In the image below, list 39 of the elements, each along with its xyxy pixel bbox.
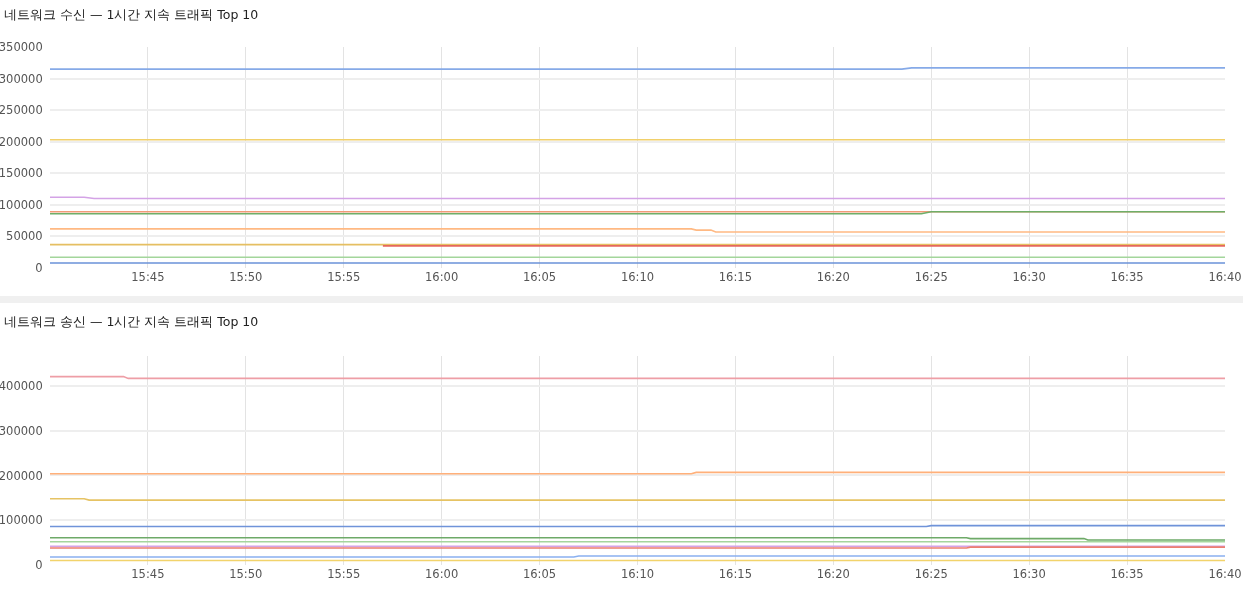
y-tick-label: 400000: [0, 379, 43, 394]
x-tick-label: 16:30: [1012, 269, 1046, 284]
y-tick-label: 200000: [0, 134, 43, 149]
y-tick-label: 200000: [0, 468, 43, 483]
x-tick-label: 15:55: [327, 566, 361, 581]
x-tick-label: 16:25: [914, 566, 948, 581]
y-tick-label: 300000: [0, 71, 43, 86]
x-tick-label: 16:15: [718, 566, 752, 581]
x-tick-label: 16:05: [522, 566, 557, 581]
x-tick-label: 16:15: [718, 269, 752, 284]
x-tick-label: 16:00: [425, 269, 459, 284]
x-tick-label: 16:05: [522, 269, 557, 284]
y-tick-label: 100000: [0, 513, 43, 528]
x-tick-label: 16:40: [1208, 269, 1242, 284]
x-tick-label: 16:00: [425, 566, 459, 581]
y-tick-label: 0: [35, 261, 43, 276]
x-tick-label: 16:10: [620, 566, 655, 581]
x-tick-label: 15:55: [327, 269, 361, 284]
x-tick-label: 16:40: [1208, 566, 1242, 581]
x-tick-label: 16:10: [620, 269, 655, 284]
y-tick-label: 150000: [0, 166, 43, 181]
x-tick-label: 15:50: [229, 566, 263, 581]
x-tick-label: 15:50: [229, 269, 263, 284]
chart-title: 네트워크 수신 — 1시간 지속 트래픽 Top 10: [4, 7, 259, 23]
y-tick-label: 0: [35, 558, 43, 573]
y-tick-label: 250000: [0, 103, 43, 118]
x-tick-label: 15:45: [131, 566, 165, 581]
y-tick-label: 300000: [0, 423, 43, 438]
y-tick-label: 50000: [6, 229, 43, 244]
x-tick-label: 16:35: [1110, 566, 1144, 581]
x-tick-label: 15:45: [131, 269, 165, 284]
x-tick-label: 16:20: [816, 269, 850, 284]
x-tick-label: 16:20: [816, 566, 850, 581]
y-tick-label: 100000: [0, 197, 43, 212]
x-tick-label: 16:35: [1110, 269, 1144, 284]
x-tick-label: 16:30: [1012, 566, 1046, 581]
x-tick-label: 16:25: [914, 269, 948, 284]
y-tick-label: 350000: [0, 40, 43, 55]
chart-title: 네트워크 송신 — 1시간 지속 트래픽 Top 10: [4, 314, 259, 330]
